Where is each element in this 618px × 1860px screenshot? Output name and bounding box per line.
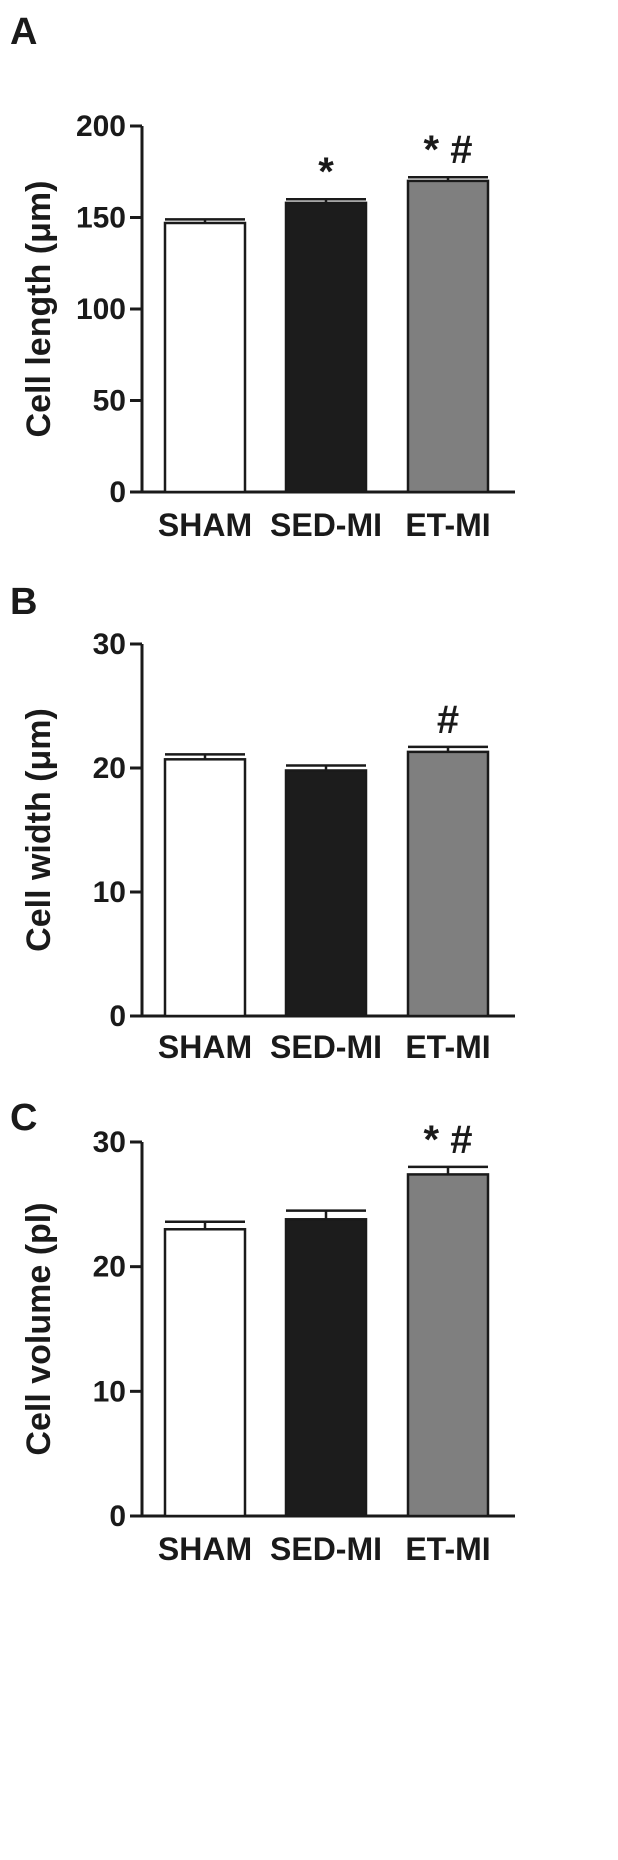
y-axis-title: Cell length (μm) <box>20 181 58 438</box>
y-tick-label: 50 <box>93 385 126 418</box>
bar-et-mi <box>406 750 490 1018</box>
y-tick-label: 100 <box>76 293 126 326</box>
y-tick-label: 10 <box>93 1375 126 1408</box>
y-tick-label: 30 <box>93 1126 126 1159</box>
y-tick-label: 150 <box>76 202 126 235</box>
y-tick-label: 0 <box>109 1500 126 1533</box>
x-category-label-sham: SHAM <box>158 507 252 543</box>
chart-panel-b: B 0 10 20 30 Cell width (μm) SHAM SED-MI # ET-MI <box>10 581 515 1065</box>
bar-sed-mi <box>284 1218 368 1518</box>
x-category-label-sham: SHAM <box>158 1029 252 1065</box>
chart-panel-c: C 0 10 20 30 Cell volume (pl) SHAM SED-MI * # ET-… <box>10 1097 515 1567</box>
significance-label-et-mi: # <box>437 698 459 742</box>
y-tick-label: 0 <box>109 1000 126 1033</box>
panel-label: A <box>10 11 37 53</box>
bar-sham <box>163 221 247 494</box>
bar-et-mi <box>406 179 490 494</box>
x-category-label-et-mi: ET-MI <box>405 1531 490 1567</box>
panel-label: B <box>10 581 37 623</box>
bar-sed-mi <box>284 201 368 494</box>
bar-et-mi <box>406 1173 490 1518</box>
significance-label-et-mi: * # <box>424 1118 473 1162</box>
chart-panel-a: A 0 50 100 150 200 Cell length (μm) SHAM * SED-MI… <box>10 11 515 543</box>
y-tick-label: 0 <box>109 476 126 509</box>
x-category-label-et-mi: ET-MI <box>405 507 490 543</box>
y-axis-title: Cell volume (pl) <box>20 1202 58 1455</box>
x-category-label-sed-mi: SED-MI <box>270 507 382 543</box>
y-tick-label: 20 <box>93 752 126 785</box>
y-axis-title: Cell width (μm) <box>20 708 58 952</box>
y-tick-label: 200 <box>76 110 126 143</box>
bar-sham <box>163 1228 247 1518</box>
panel-label: C <box>10 1097 37 1139</box>
x-category-label-sed-mi: SED-MI <box>270 1531 382 1567</box>
x-category-label-et-mi: ET-MI <box>405 1029 490 1065</box>
significance-label-sed-mi: * <box>318 150 334 194</box>
x-category-label-sed-mi: SED-MI <box>270 1029 382 1065</box>
bar-sed-mi <box>284 769 368 1018</box>
y-tick-label: 30 <box>93 628 126 661</box>
significance-label-et-mi: * # <box>424 128 473 172</box>
x-category-label-sham: SHAM <box>158 1531 252 1567</box>
bar-sham <box>163 758 247 1018</box>
y-tick-label: 20 <box>93 1251 126 1284</box>
y-tick-label: 10 <box>93 876 126 909</box>
